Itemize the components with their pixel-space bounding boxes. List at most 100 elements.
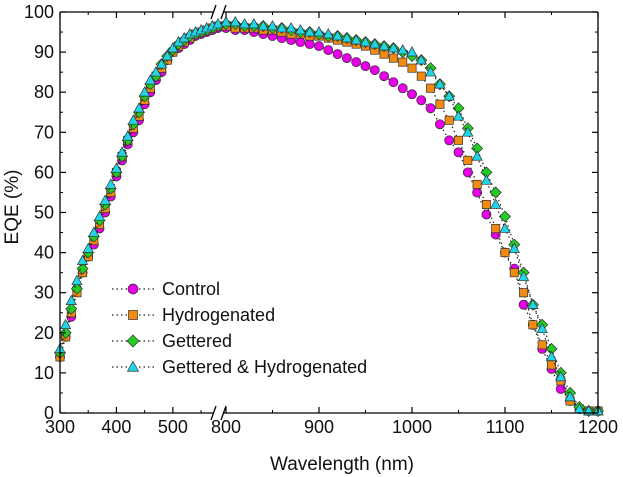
legend-label: Gettered [162,331,232,351]
x-tick-label: 1000 [392,417,432,437]
data-point [481,199,491,209]
data-point [105,178,117,189]
data-point [110,162,123,173]
y-tick-label: 10 [34,363,54,383]
data-point [481,209,492,220]
y-tick-label: 60 [34,162,54,182]
data-point [453,147,464,158]
data-point [93,210,106,221]
data-point [322,28,334,39]
data-point [238,18,251,29]
data-point [304,39,315,50]
data-point [276,22,288,33]
y-tick-label: 40 [34,243,54,263]
data-point [122,130,134,141]
legend-label: Control [162,279,220,299]
data-point [341,53,352,64]
data-point [499,222,511,233]
data-point [443,90,455,101]
data-point [341,32,353,43]
data-point [155,58,168,69]
data-point [463,155,473,165]
x-axis-label: Wavelength (nm) [270,454,414,475]
series-gettered-hydrogenated [54,16,604,416]
data-point [398,57,408,67]
data-point [369,65,380,76]
data-point [555,370,567,382]
data-point [490,198,502,209]
y-tick-label: 20 [34,323,54,343]
data-point [167,42,179,53]
data-point [82,242,94,253]
x-tick-label: 900 [304,417,334,437]
data-point [248,18,260,29]
data-point [331,30,344,41]
legend-marker [126,334,140,348]
data-point [416,95,427,106]
data-point [415,54,427,65]
legend-label: Gettered & Hydrogenated [162,357,367,377]
data-point [434,119,445,130]
data-point [350,34,362,45]
data-point [555,383,566,394]
data-point [519,288,529,298]
y-tick-label: 0 [44,403,54,423]
axis-break-mark [210,405,217,421]
data-point [379,71,390,82]
data-point [434,78,446,89]
data-point [161,50,173,61]
data-point [144,74,156,85]
data-point [116,146,128,157]
data-point [500,248,510,258]
data-point [397,44,409,55]
legend: Control Hydrogenated Gettered Gettered & Hy… [112,279,367,377]
x-tick-label: 300 [45,417,75,437]
legend-item: Hydrogenated [112,305,275,325]
data-point [462,167,473,178]
data-point [537,340,547,350]
y-tick-label: 80 [34,82,54,102]
data-point [472,187,483,198]
axis-break-mark [220,4,227,20]
data-point [323,45,334,56]
data-point [527,298,539,309]
axis-break-mark [210,4,217,20]
legend-marker [126,360,140,372]
data-point [360,61,371,72]
x-tick-label: 800 [211,417,241,437]
axes: 0 10 20 30 40 50 60 70 80 90 100 300 400 500 800 900 100… [24,2,618,437]
y-tick-label: 70 [34,122,54,142]
data-point [127,114,140,125]
data-point [65,302,78,315]
data-point [332,49,343,60]
legend-marker [127,283,139,295]
data-point [229,16,241,27]
series-line [59,27,598,412]
data-point [424,66,437,77]
data-point [65,294,77,305]
data-point [452,110,465,121]
legend-item: Gettered [112,331,232,351]
data-point [426,83,436,93]
data-point [388,53,398,63]
data-point [220,16,232,27]
data-point [257,20,269,31]
data-point [536,322,548,334]
data-point [547,360,556,370]
data-point [71,274,83,285]
data-point [369,38,381,49]
y-tick-label: 30 [34,283,54,303]
data-point [518,299,529,310]
data-point [407,63,417,73]
legend-marker [128,310,138,320]
legend-item: Gettered & Hydrogenated [112,357,367,377]
y-axis-label: EQE (%) [2,170,23,245]
y-tick-label: 100 [24,2,54,22]
data-point [444,115,454,125]
legend-label: Hydrogenated [162,305,275,325]
data-point [313,26,325,37]
data-point [351,57,362,68]
data-point [545,350,558,362]
data-point [472,179,482,189]
